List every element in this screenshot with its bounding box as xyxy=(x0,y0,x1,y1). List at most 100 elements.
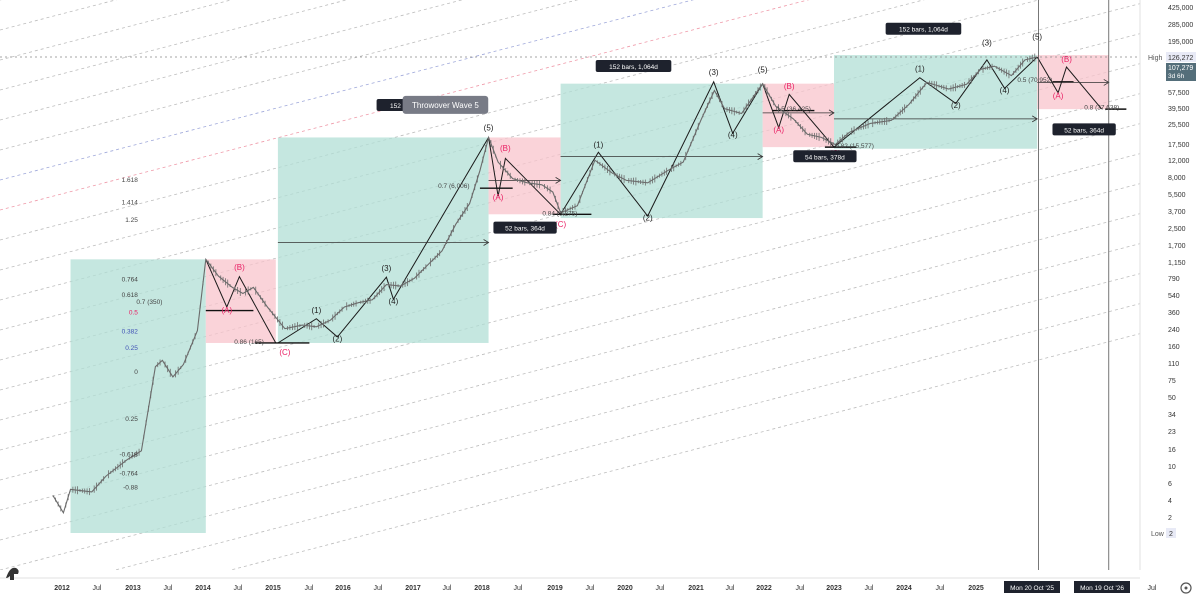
fib-label: -0.618 xyxy=(119,452,138,459)
cycle-box xyxy=(70,259,206,533)
correction-label: (A) xyxy=(493,193,504,202)
x-tick-label: Jul xyxy=(726,585,735,592)
y-tick-label: 75 xyxy=(1168,378,1176,385)
y-tick-label: 360 xyxy=(1168,310,1180,317)
bars-badge xyxy=(493,221,557,234)
last-price-box xyxy=(1166,63,1196,81)
fib-label: 0.5 xyxy=(129,309,138,316)
x-tick-label: 2017 xyxy=(405,585,421,592)
wave-label: (1) xyxy=(915,65,925,74)
wave-label: (3) xyxy=(982,38,992,47)
y-tick-label: 2 xyxy=(1168,515,1172,522)
time-axis-bg xyxy=(0,570,1200,595)
wave-label: (5) xyxy=(758,66,768,75)
price-axis-bg xyxy=(1140,0,1200,595)
y-tick-label: 17,500 xyxy=(1168,142,1190,149)
arrow-head xyxy=(555,177,562,184)
cycle-box xyxy=(834,55,1038,149)
x-tick-label: 2012 xyxy=(54,585,70,592)
y-tick-label: 16 xyxy=(1168,447,1176,454)
bars-badge-text: 152 bars, 1,064d xyxy=(609,64,658,71)
fib-label: 0.382 xyxy=(122,329,139,336)
wave-label: (2) xyxy=(643,213,653,222)
channel-line xyxy=(0,0,810,211)
x-tick-label: Jul xyxy=(796,585,805,592)
correction-label: (B) xyxy=(500,144,511,153)
x-tick-label: Jul xyxy=(234,585,243,592)
date-marker-box xyxy=(1074,581,1130,593)
wave-label: (1) xyxy=(594,140,604,149)
low-marker-value: 2 xyxy=(1169,531,1173,538)
y-tick-label: 425,000 xyxy=(1168,5,1193,12)
x-tick-label: 2015 xyxy=(265,585,281,592)
fib-label: 0.25 xyxy=(125,345,138,352)
wave-path xyxy=(1036,56,1103,110)
wave-label: (4) xyxy=(728,130,738,139)
channel-line xyxy=(0,303,1141,600)
arrow-head xyxy=(1031,115,1038,123)
arrow-head xyxy=(483,239,490,246)
fib-label: 0.8 (37,638) xyxy=(1084,104,1119,111)
fib-label: 0.7 (6,006) xyxy=(438,183,469,190)
channel-line xyxy=(0,213,1141,511)
correction-label: (C) xyxy=(555,220,566,229)
y-tick-label: 34 xyxy=(1168,412,1176,419)
y-tick-label: 39,500 xyxy=(1168,106,1190,113)
y-tick-label: 195,000 xyxy=(1168,39,1193,46)
settings-gear-icon[interactable] xyxy=(1180,582,1192,594)
wave-path xyxy=(205,259,277,344)
bars-badge-text: 52 bars, 364d xyxy=(505,226,545,233)
high-marker-box xyxy=(1166,52,1196,62)
arrow-head xyxy=(828,109,835,117)
cycle-box xyxy=(277,137,489,343)
x-tick-label: Jul xyxy=(1148,585,1157,592)
wave-path xyxy=(560,80,764,217)
y-tick-label: 790 xyxy=(1168,276,1180,283)
x-tick-label: 2020 xyxy=(617,585,633,592)
date-marker-label: Mon 19 Oct '26 xyxy=(1080,585,1124,592)
tradingview-logo-icon[interactable] xyxy=(6,567,19,580)
channel-line xyxy=(0,243,1141,541)
correction-label: (A) xyxy=(1053,92,1064,101)
x-tick-label: 2013 xyxy=(125,585,141,592)
x-tick-label: 2022 xyxy=(756,585,772,592)
channel-line xyxy=(0,183,1141,481)
correction-label: (B) xyxy=(234,263,245,272)
date-marker-box xyxy=(1004,581,1060,593)
wave-label: (4) xyxy=(389,297,399,306)
y-tick-label: 285,000 xyxy=(1168,22,1193,29)
x-tick-label: Jul xyxy=(93,585,102,592)
fib-label: 1.414 xyxy=(122,200,139,207)
wave-label: (2) xyxy=(951,101,961,110)
x-tick-label: 2018 xyxy=(474,585,490,592)
fib-label: 1.25 xyxy=(125,217,138,224)
x-tick-label: 2014 xyxy=(195,585,211,592)
correction-label: (A) xyxy=(773,126,784,135)
correction-label: (B) xyxy=(1061,55,1072,64)
y-tick-label: 3,700 xyxy=(1168,209,1186,216)
correction-label: (B) xyxy=(784,82,795,91)
y-tick-label: 540 xyxy=(1168,293,1180,300)
cycle-box xyxy=(560,83,763,219)
bars-badge-text: 152 bars, 1,064d xyxy=(899,27,948,34)
x-tick-label: Jul xyxy=(374,585,383,592)
x-tick-label: Jul xyxy=(865,585,874,592)
fib-label: -0.88 xyxy=(123,484,138,491)
x-tick-label: Jul xyxy=(164,585,173,592)
channel-line xyxy=(0,0,579,151)
cycle-box xyxy=(205,259,276,343)
y-tick-label: 1,150 xyxy=(1168,260,1186,267)
wave-label: (5) xyxy=(1032,32,1042,41)
cycle-box xyxy=(762,83,834,148)
fib-label: 0.86 (165) xyxy=(234,339,264,346)
fib-label: -0.764 xyxy=(119,471,138,478)
x-tick-label: Jul xyxy=(656,585,665,592)
wave-label: (5) xyxy=(484,123,494,132)
fib-label: 0.618 xyxy=(122,292,139,299)
x-tick-label: 2025 xyxy=(968,585,984,592)
wave-label: (4) xyxy=(1000,86,1010,95)
x-tick-label: 2016 xyxy=(335,585,351,592)
channel-line xyxy=(0,93,1141,391)
